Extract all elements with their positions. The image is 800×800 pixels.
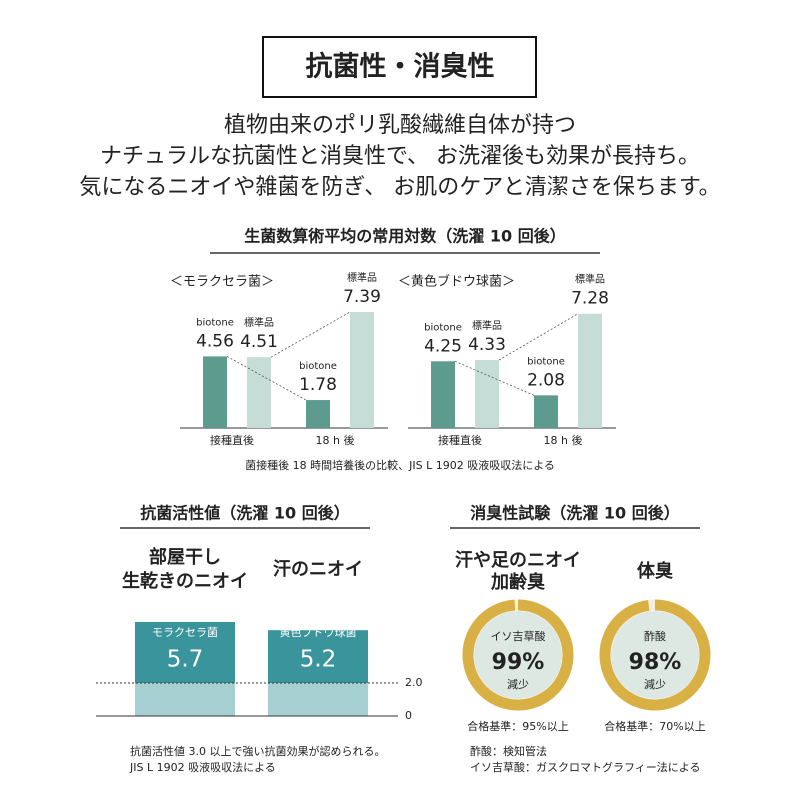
section-title: 抗菌活性値（洗濯 10 回後） — [140, 504, 349, 523]
donut-title: 加齢臭 — [490, 571, 545, 593]
series-label: biotone — [299, 361, 337, 372]
page-title: 抗菌性・消臭性 — [306, 51, 495, 83]
bar — [475, 360, 499, 428]
bar-label: モラクセラ菌 — [152, 626, 218, 639]
intro-line: 植物由来のポリ乳酸繊維自体が持つ — [224, 113, 576, 138]
value-label: 4.25 — [424, 336, 462, 356]
bar — [203, 356, 227, 428]
category-label: 生乾きのニオイ — [122, 570, 248, 592]
donut-arc — [462, 599, 574, 711]
series-label: 標準品 — [472, 319, 502, 332]
series-label: 標準品 — [575, 273, 605, 286]
donut-caption: 減少 — [507, 677, 529, 691]
criterion: 合格基準：70%以上 — [604, 719, 705, 733]
intro-line: 気になるニオイや雑菌を防ぎ、 お肌のケアと清潔さを保ちます。 — [79, 175, 720, 200]
note: イソ吉草酸：ガスクロマトグラフィー法による — [470, 760, 700, 774]
note: 菌接種後 18 時間培養後の比較、JIS L 1902 吸液吸収法による — [245, 458, 555, 472]
value-label: 1.78 — [299, 375, 337, 395]
connector — [226, 356, 307, 401]
x-tick-label: 18 h 後 — [544, 433, 583, 447]
bar — [306, 400, 330, 428]
note: 酢酸：検知管法 — [470, 744, 547, 758]
note: JIS L 1902 吸液吸収法による — [129, 760, 276, 774]
title-box — [262, 36, 537, 98]
value-label: 7.28 — [571, 289, 609, 309]
bar — [350, 311, 374, 428]
chart-subtitle: ＜モラクセラ菌＞ — [170, 275, 274, 290]
value-label: 4.56 — [196, 331, 234, 351]
section-title: 消臭性試験（洗濯 10 回後） — [470, 504, 679, 523]
value-label: 2.08 — [527, 370, 565, 390]
y-tick-label: 0 — [405, 709, 412, 722]
x-tick-label: 接種直後 — [438, 433, 482, 447]
donut-center — [474, 611, 562, 699]
category-label: 部屋干し — [149, 546, 221, 568]
series-label: biotone — [196, 317, 234, 328]
note: 抗菌活性値 3.0 以上で強い抗菌効果が認められる。 — [130, 744, 386, 758]
series-label: biotone — [527, 356, 565, 367]
bar — [247, 357, 271, 428]
bar — [578, 313, 602, 428]
connector — [498, 313, 579, 361]
criterion: 合格基準：95%以上 — [467, 719, 568, 733]
series-label: biotone — [424, 322, 462, 333]
x-tick-label: 接種直後 — [210, 433, 254, 447]
intro-line: ナチュラルな抗菌性と消臭性で、 お洗濯後も効果が長持ち。 — [100, 144, 700, 169]
bar — [534, 395, 558, 428]
donut-title: 汗や足のニオイ — [455, 549, 581, 571]
y-tick-label: 2.0 — [405, 676, 423, 689]
donut-caption: 減少 — [644, 677, 666, 691]
donut-center — [611, 611, 699, 699]
donut-label: 酢酸 — [644, 629, 666, 643]
donut-arc — [599, 599, 711, 711]
section-title: 生菌数算術平均の常用対数（洗濯 10 回後） — [244, 227, 565, 246]
value-label: 98% — [629, 650, 682, 675]
series-label: 標準品 — [347, 271, 377, 284]
value-label: 7.39 — [343, 287, 381, 307]
connector — [270, 311, 351, 358]
series-label: 標準品 — [244, 316, 274, 329]
value-label: 4.33 — [468, 335, 506, 355]
x-tick-label: 18 h 後 — [316, 433, 355, 447]
chart-subtitle: ＜黄色ブドウ球菌＞ — [398, 274, 515, 290]
donut-label: イソ吉草酸 — [491, 629, 546, 643]
donut-title: 体臭 — [637, 560, 673, 582]
bar-label: 黄色ブドウ球菌 — [280, 625, 357, 639]
bar — [431, 361, 455, 428]
value-label: 5.2 — [300, 647, 337, 673]
below-threshold — [96, 683, 398, 716]
value-label: 99% — [492, 650, 545, 675]
value-label: 4.51 — [240, 332, 278, 352]
value-label: 5.7 — [167, 647, 204, 673]
category-label: 汗のニオイ — [273, 558, 363, 580]
